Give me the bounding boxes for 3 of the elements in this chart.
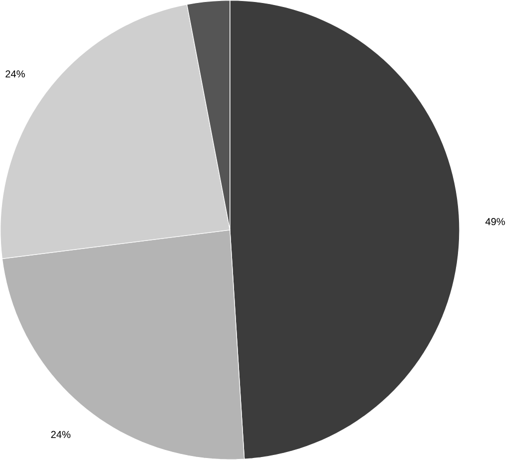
data-label: 24% — [51, 430, 70, 438]
data-label: 49% — [485, 218, 505, 226]
data-label: 24% — [6, 70, 25, 78]
